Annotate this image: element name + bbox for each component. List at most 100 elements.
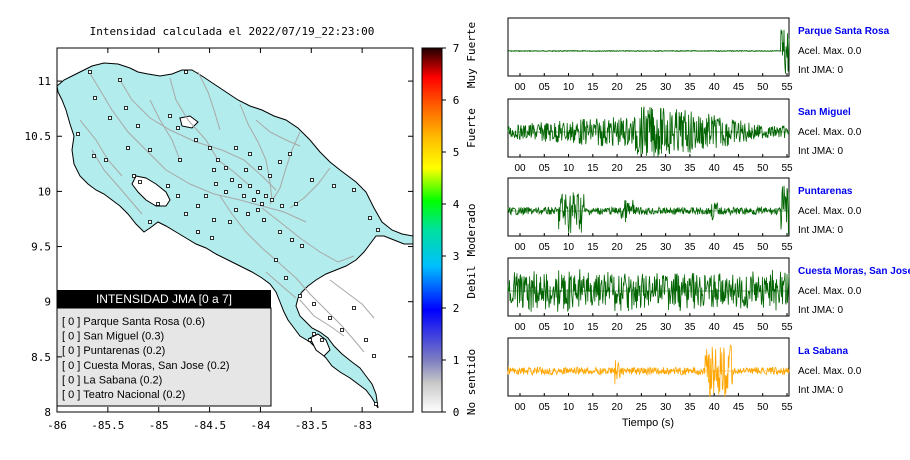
station-marker xyxy=(238,184,242,188)
station-marker xyxy=(262,218,266,222)
roads xyxy=(79,69,375,353)
colorbar-tick-label: 5 xyxy=(453,146,460,159)
time-tick-label: 40 xyxy=(709,242,721,253)
station-marker xyxy=(208,146,212,150)
time-tick-label: 05 xyxy=(539,82,551,93)
station-marker xyxy=(196,230,200,234)
time-tick-label: 25 xyxy=(636,242,648,253)
station-marker xyxy=(258,166,262,170)
station-marker xyxy=(230,178,234,182)
station-marker xyxy=(210,236,214,240)
y-tick-label: 9 xyxy=(44,296,51,309)
time-tick-label: 45 xyxy=(733,402,745,413)
colorbar-tick-label: 0 xyxy=(453,406,460,419)
time-tick-label: 35 xyxy=(684,163,696,174)
time-tick-label: 55 xyxy=(781,402,793,413)
station-marker xyxy=(92,154,96,158)
x-tick-label: -86 xyxy=(47,419,67,432)
station-marker xyxy=(88,70,92,74)
colorbar-category-label: Fuerte xyxy=(465,108,478,148)
station-marker xyxy=(268,174,272,178)
station-marker xyxy=(248,152,252,156)
station-marker xyxy=(374,402,378,406)
waveform-panel: 00 05 10 15 20 25 30 35 40 45 50 55 Parque Santa Ros… xyxy=(507,17,890,93)
station-marker xyxy=(118,78,122,82)
station-marker xyxy=(138,180,142,184)
time-tick-label: 50 xyxy=(757,163,769,174)
time-tick-label: 25 xyxy=(636,402,648,413)
time-tick-label: 00 xyxy=(514,82,526,93)
station-marker xyxy=(332,184,336,188)
colorbar: 0 1 2 3 4 5 6 7 No sentido Debil Moderado Fuerte Mu… xyxy=(421,22,478,419)
station-marker xyxy=(148,148,152,152)
time-tick-label: 30 xyxy=(660,322,672,333)
station-marker xyxy=(328,316,332,320)
x-tick-label: -85 xyxy=(149,419,169,432)
time-tick-label: 05 xyxy=(539,242,551,253)
waveform-panel: 00 05 10 15 20 25 30 35 40 45 50 55 Puntarenas Acel. … xyxy=(507,177,862,253)
time-tick-label: 05 xyxy=(539,402,551,413)
time-tick-label: 55 xyxy=(781,322,793,333)
y-tick-label: 10 xyxy=(38,185,51,198)
station-name: Puntarenas xyxy=(798,186,853,197)
legend-item: [ 0 ] Parque Santa Rosa (0.6) xyxy=(62,316,205,328)
colorbar-category-label: Moderado xyxy=(465,204,478,257)
station-marker xyxy=(216,158,220,162)
time-tick-label: 50 xyxy=(757,322,769,333)
station-name: La Sabana xyxy=(798,346,848,357)
time-tick-label: 45 xyxy=(733,82,745,93)
time-tick-label: 30 xyxy=(660,402,672,413)
time-tick-label: 35 xyxy=(684,322,696,333)
station-marker xyxy=(248,184,252,188)
station-marker xyxy=(108,116,112,120)
colorbar-tick-label: 2 xyxy=(453,302,460,315)
waveform-panels: 00 05 10 15 20 25 30 35 40 45 50 55 Parque Santa Ros… xyxy=(507,17,910,413)
station-intensity: Int JMA: 0 xyxy=(798,305,843,316)
costa-rica-land xyxy=(56,62,414,409)
station-marker xyxy=(124,106,128,110)
time-tick-label: 10 xyxy=(563,322,575,333)
time-tick-label: 10 xyxy=(563,82,575,93)
time-tick-label: 00 xyxy=(514,402,526,413)
station-marker xyxy=(194,138,198,142)
station-marker xyxy=(320,338,324,342)
station-name: San Miguel xyxy=(798,107,851,118)
time-tick-label: 50 xyxy=(757,82,769,93)
station-marker xyxy=(252,198,256,202)
map-panel: INTENSIDAD JMA [0 a 7] [ 0 ] Parque Sant… xyxy=(25,47,414,432)
time-tick-label: 10 xyxy=(563,402,575,413)
time-tick-label: 20 xyxy=(612,402,624,413)
station-marker xyxy=(156,202,160,206)
station-marker xyxy=(168,114,172,118)
station-intensity: Int JMA: 0 xyxy=(798,65,843,76)
waveform-panel: 00 05 10 15 20 25 30 35 40 45 50 55 Cuesta Moras, Sa… xyxy=(507,257,910,333)
station-name: Parque Santa Rosa xyxy=(798,26,890,37)
station-name: Cuesta Moras, San Jose xyxy=(798,266,910,277)
station-accel: Acel. Max. 0.0 xyxy=(798,206,862,217)
station-marker xyxy=(196,204,200,208)
station-accel: Acel. Max. 0.0 xyxy=(798,366,862,377)
station-marker xyxy=(244,168,248,172)
station-marker xyxy=(242,194,246,198)
x-tick-label: -84 xyxy=(250,419,270,432)
legend-item: [ 0 ] Cuesta Moras, San Jose (0.2) xyxy=(62,360,230,372)
station-marker xyxy=(270,198,274,202)
station-marker xyxy=(284,276,288,280)
station-marker xyxy=(308,338,312,342)
colorbar-tick-label: 6 xyxy=(453,94,460,107)
time-tick-label: 30 xyxy=(660,163,672,174)
colorbar-category-label: No sentido xyxy=(465,349,478,415)
time-tick-label: 55 xyxy=(781,242,793,253)
station-marker xyxy=(224,166,228,170)
waveform-trace xyxy=(507,269,790,312)
time-tick-label: 55 xyxy=(781,82,793,93)
station-marker xyxy=(352,306,356,310)
time-tick-label: 00 xyxy=(514,322,526,333)
station-marker xyxy=(280,204,284,208)
station-markers xyxy=(76,70,380,406)
legend-item: [ 0 ] La Sabana (0.2) xyxy=(62,374,162,386)
time-tick-label: 20 xyxy=(612,163,624,174)
colorbar-tick-label: 4 xyxy=(453,198,460,211)
time-tick-label: 50 xyxy=(757,402,769,413)
station-marker xyxy=(364,338,368,342)
